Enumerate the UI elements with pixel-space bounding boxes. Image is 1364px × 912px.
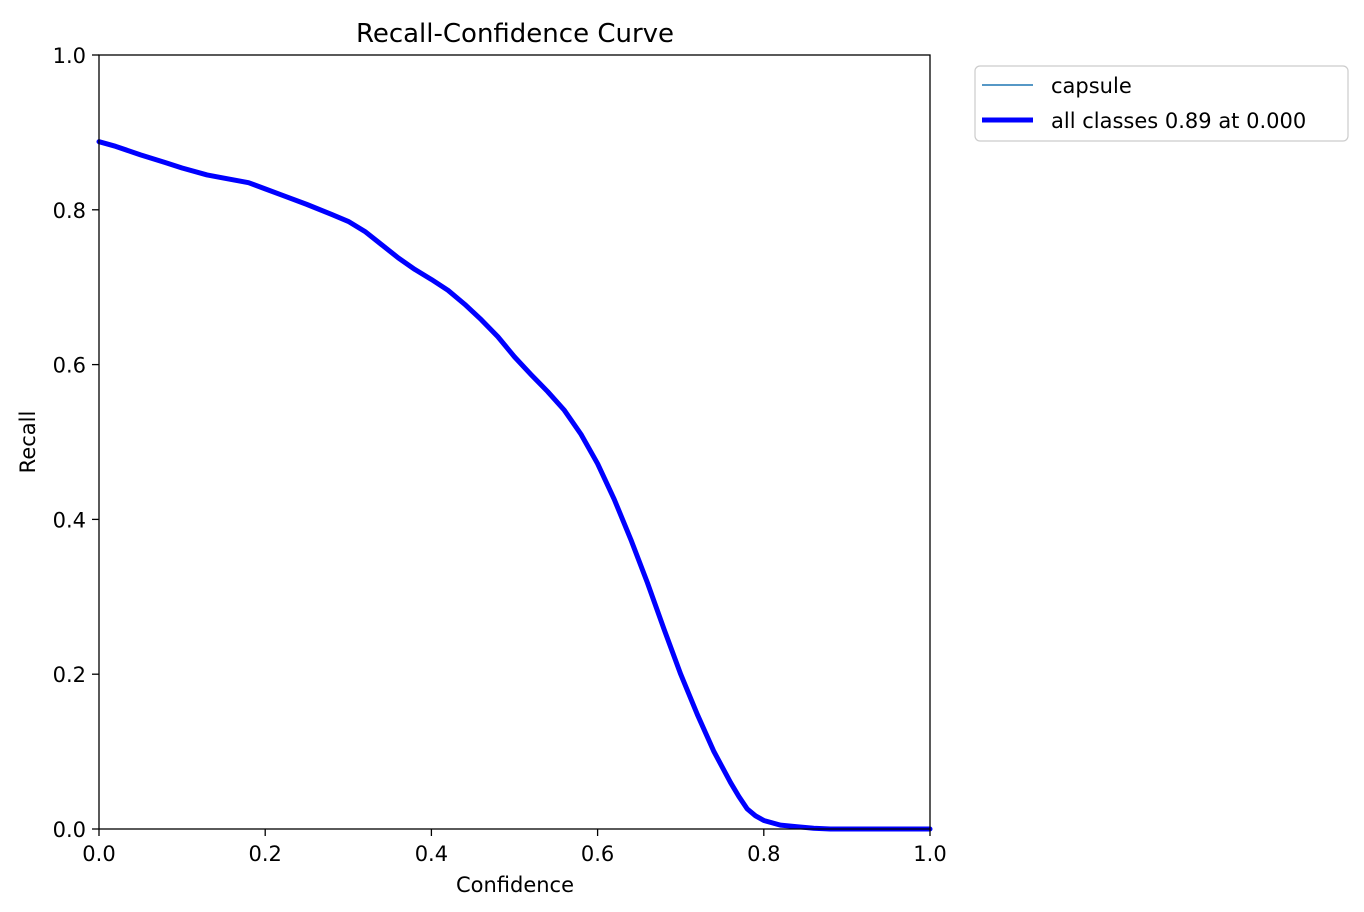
x-axis-ticks: 0.0 0.2 0.4 0.6 0.8 1.0 xyxy=(82,829,947,866)
x-tick-label: 0.0 xyxy=(82,842,115,866)
x-tick-label: 0.6 xyxy=(581,842,614,866)
x-tick-label: 1.0 xyxy=(913,842,946,866)
y-tick-label: 1.0 xyxy=(53,44,86,68)
legend-label-all-classes: all classes 0.89 at 0.000 xyxy=(1051,109,1306,133)
y-tick-label: 0.8 xyxy=(53,199,86,223)
x-tick-label: 0.8 xyxy=(747,842,780,866)
legend-label-capsule: capsule xyxy=(1051,74,1132,98)
chart-title: Recall-Confidence Curve xyxy=(356,19,674,49)
y-axis-ticks: 0.0 0.2 0.4 0.6 0.8 1.0 xyxy=(53,44,99,842)
plot-frame xyxy=(98,54,931,830)
y-tick-label: 0.2 xyxy=(53,663,86,687)
x-tick-label: 0.4 xyxy=(415,842,448,866)
series-line-1 xyxy=(96,139,933,832)
y-tick-label: 0.6 xyxy=(53,354,86,378)
y-tick-label: 0.4 xyxy=(53,508,86,532)
legend-box xyxy=(974,65,1349,142)
x-tick-label: 0.2 xyxy=(248,842,281,866)
y-axis-label: Recall xyxy=(16,411,40,474)
series-layer xyxy=(96,139,933,832)
y-tick-label: 0.0 xyxy=(53,818,86,842)
legend: capsule all classes 0.89 at 0.000 xyxy=(974,65,1349,142)
x-axis-label: Confidence xyxy=(456,873,574,897)
